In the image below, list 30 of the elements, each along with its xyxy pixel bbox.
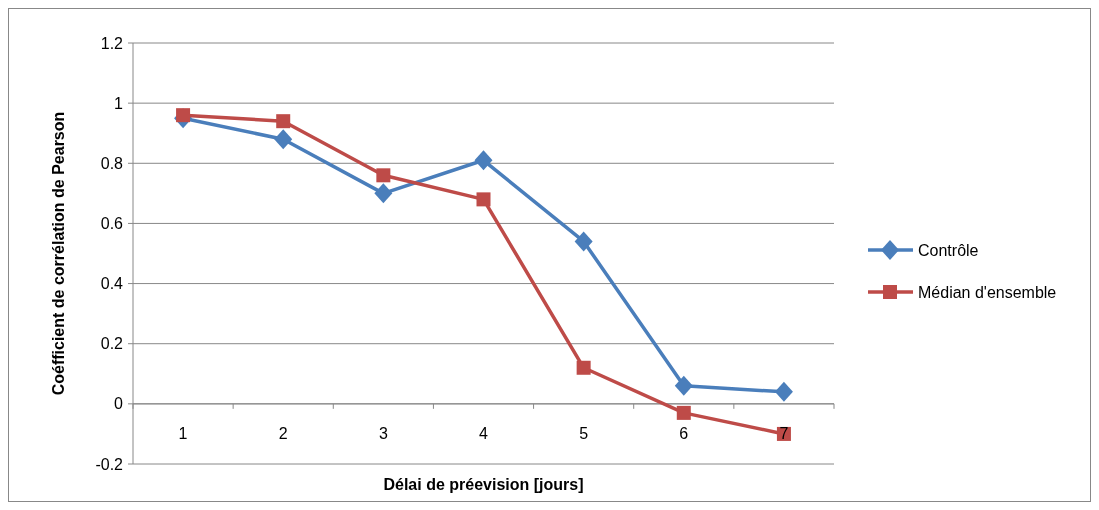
point <box>574 231 593 252</box>
point <box>676 405 691 420</box>
x-tick-label: 5 <box>579 424 589 442</box>
point <box>774 381 793 402</box>
point <box>474 150 493 171</box>
x-tick-label: 4 <box>479 424 489 442</box>
point <box>274 129 293 150</box>
point <box>476 192 491 207</box>
x-axis-title: Délai de préevision [jours] <box>383 476 584 493</box>
point <box>376 168 391 183</box>
legend-label: Contrôle <box>918 241 979 259</box>
x-tick-label: 2 <box>278 424 288 442</box>
y-axis-title: Coéfficient de corrélation de Pearson <box>50 111 67 396</box>
y-tick-label: 0 <box>114 395 124 413</box>
y-tick-label: -0.2 <box>95 455 124 473</box>
x-tick-label: 7 <box>779 424 789 442</box>
point <box>674 375 693 396</box>
y-tick-label: 0.2 <box>100 335 124 353</box>
point <box>374 183 393 204</box>
y-tick-label: 0.6 <box>100 215 124 233</box>
legend-label: Médian d'ensemble <box>918 283 1057 301</box>
point <box>276 114 291 129</box>
x-tick-label: 6 <box>679 424 689 442</box>
x-tick-label: 1 <box>178 424 188 442</box>
y-tick-label: 0.8 <box>100 154 124 172</box>
y-tick-label: 1 <box>114 94 124 112</box>
y-tick-label: 1.2 <box>100 34 124 52</box>
point <box>576 360 591 375</box>
y-tick-label: 0.4 <box>100 275 124 293</box>
x-tick-label: 3 <box>378 424 388 442</box>
